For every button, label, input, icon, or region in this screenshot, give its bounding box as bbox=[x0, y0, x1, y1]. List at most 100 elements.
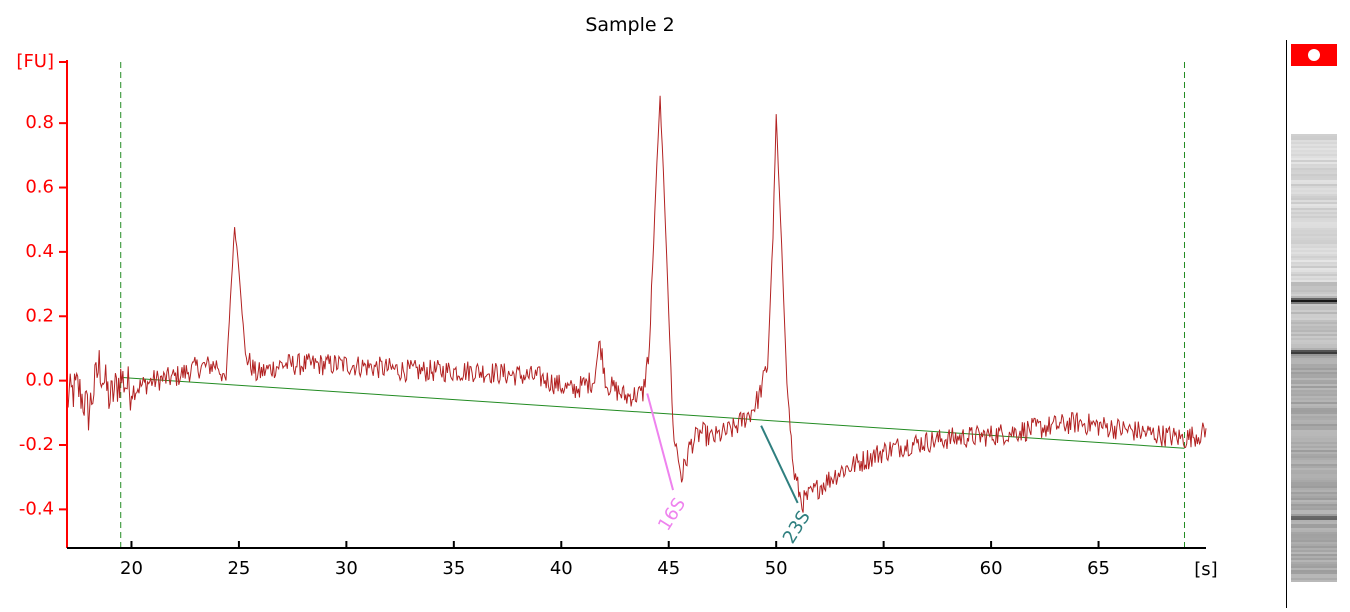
gel-row bbox=[1291, 182, 1337, 184]
gel-row bbox=[1291, 246, 1337, 248]
gel-row bbox=[1291, 560, 1337, 562]
gel-row bbox=[1291, 332, 1337, 334]
gel-row bbox=[1291, 368, 1337, 370]
gel-row bbox=[1291, 404, 1337, 406]
gel-row bbox=[1291, 530, 1337, 532]
gel-row bbox=[1291, 384, 1337, 386]
gel-row bbox=[1291, 470, 1337, 472]
gel-row bbox=[1291, 222, 1337, 224]
x-tick-label: 35 bbox=[442, 558, 465, 579]
gel-row bbox=[1291, 134, 1337, 136]
gel-row bbox=[1291, 486, 1337, 488]
gel-row bbox=[1291, 216, 1337, 218]
gel-row bbox=[1291, 574, 1337, 576]
gel-row bbox=[1291, 274, 1337, 276]
gel-row bbox=[1291, 268, 1337, 270]
gel-image-panel bbox=[1286, 40, 1350, 608]
gel-row bbox=[1291, 408, 1337, 410]
chart-title: Sample 2 bbox=[585, 14, 675, 36]
gel-row bbox=[1291, 208, 1337, 210]
gel-row bbox=[1291, 378, 1337, 380]
x-tick-label: 50 bbox=[765, 558, 788, 579]
gel-row bbox=[1291, 536, 1337, 538]
gel-row bbox=[1291, 154, 1337, 156]
gel-row bbox=[1291, 342, 1337, 344]
x-tick-label: 45 bbox=[657, 558, 680, 579]
gel-row bbox=[1291, 544, 1337, 546]
y-tick-label: -0.2 bbox=[19, 434, 54, 455]
gel-row bbox=[1291, 236, 1337, 238]
gel-row bbox=[1291, 158, 1337, 160]
gel-row bbox=[1291, 476, 1337, 478]
gel-row bbox=[1291, 424, 1337, 426]
gel-row bbox=[1291, 510, 1337, 512]
gel-row bbox=[1291, 398, 1337, 400]
x-tick-label: 65 bbox=[1087, 558, 1110, 579]
gel-row bbox=[1291, 514, 1337, 516]
gel-row bbox=[1291, 298, 1337, 300]
gel-row bbox=[1291, 438, 1337, 440]
x-tick-label: 60 bbox=[980, 558, 1003, 579]
y-tick-label: 0.2 bbox=[25, 305, 54, 326]
gel-row bbox=[1291, 238, 1337, 240]
gel-row bbox=[1291, 508, 1337, 510]
gel-row bbox=[1291, 152, 1337, 154]
gel-row bbox=[1291, 172, 1337, 174]
gel-row bbox=[1291, 550, 1337, 552]
gel-row bbox=[1291, 386, 1337, 388]
gel-row bbox=[1291, 420, 1337, 422]
gel-row bbox=[1291, 164, 1337, 166]
gel-row bbox=[1291, 432, 1337, 434]
gel-row bbox=[1291, 248, 1337, 250]
gel-row bbox=[1291, 142, 1337, 144]
gel-row bbox=[1291, 228, 1337, 230]
gel-row bbox=[1291, 306, 1337, 308]
gel-row bbox=[1291, 336, 1337, 338]
gel-row bbox=[1291, 178, 1337, 180]
gel-row bbox=[1291, 562, 1337, 564]
y-axis-label: [FU] bbox=[16, 51, 54, 72]
gel-row bbox=[1291, 174, 1337, 176]
gel-row bbox=[1291, 320, 1337, 322]
gel-row bbox=[1291, 448, 1337, 450]
gel-row bbox=[1291, 480, 1337, 482]
gel-row bbox=[1291, 160, 1337, 162]
gel-row bbox=[1291, 498, 1337, 500]
gel-row bbox=[1291, 512, 1337, 514]
gel-row bbox=[1291, 372, 1337, 374]
gel-row bbox=[1291, 578, 1337, 580]
gel-row bbox=[1291, 442, 1337, 444]
gel-row bbox=[1291, 542, 1337, 544]
gel-row bbox=[1291, 472, 1337, 474]
gel-row bbox=[1291, 416, 1337, 418]
gel-row bbox=[1291, 308, 1337, 310]
gel-row bbox=[1291, 390, 1337, 392]
gel-row bbox=[1291, 492, 1337, 494]
gel-row bbox=[1291, 266, 1337, 268]
gel-row bbox=[1291, 150, 1337, 152]
gel-row bbox=[1291, 224, 1337, 226]
x-tick-label: 55 bbox=[872, 558, 895, 579]
gel-row bbox=[1291, 340, 1337, 342]
gel-row bbox=[1291, 290, 1337, 292]
gel-row bbox=[1291, 576, 1337, 578]
gel-row bbox=[1291, 564, 1337, 566]
signal-trace bbox=[66, 95, 1207, 513]
gel-row bbox=[1291, 484, 1337, 486]
x-tick-label: 30 bbox=[335, 558, 358, 579]
gel-row bbox=[1291, 422, 1337, 424]
gel-row bbox=[1291, 344, 1337, 346]
gel-lane bbox=[1291, 134, 1337, 582]
y-tick-label: 0.4 bbox=[25, 241, 54, 262]
gel-row bbox=[1291, 456, 1337, 458]
gel-row bbox=[1291, 272, 1337, 274]
gel-row bbox=[1291, 370, 1337, 372]
gel-row bbox=[1291, 288, 1337, 290]
gel-row bbox=[1291, 192, 1337, 194]
gel-row bbox=[1291, 394, 1337, 396]
gel-row bbox=[1291, 356, 1337, 358]
gel-row bbox=[1291, 204, 1337, 206]
gel-row bbox=[1291, 314, 1337, 316]
gel-row bbox=[1291, 374, 1337, 376]
gel-row bbox=[1291, 490, 1337, 492]
